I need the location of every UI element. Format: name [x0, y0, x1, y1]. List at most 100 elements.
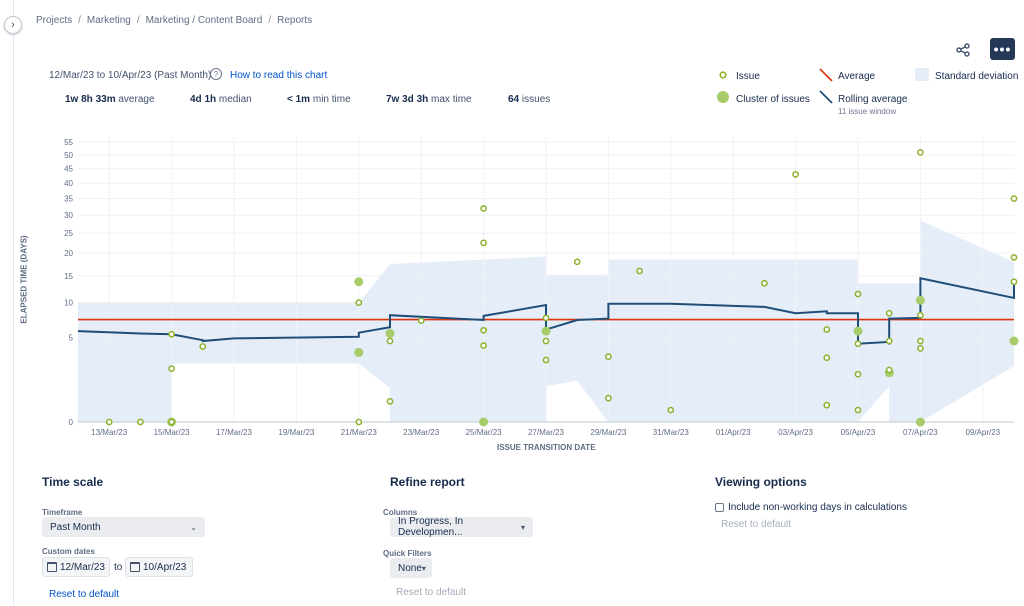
columns-label: Columns [383, 508, 418, 517]
non-working-days-label: Include non-working days in calculations [728, 502, 907, 513]
breadcrumb-projects[interactable]: Projects [36, 15, 73, 26]
issue-point [480, 326, 487, 334]
issue-point [917, 345, 924, 352]
viewing-reset-link: Reset to default [721, 519, 792, 530]
issue-point [917, 149, 924, 156]
stat-min: < 1m min time [287, 94, 351, 105]
how-to-read-link[interactable]: How to read this chart [230, 70, 328, 81]
help-icon[interactable]: ? [210, 68, 222, 80]
y-tick-label: 25 [64, 229, 73, 238]
issue-point [137, 418, 144, 426]
legend-swatches [717, 68, 929, 104]
legend-issue: Issue [736, 71, 760, 82]
quick-filters-label: Quick Filters [383, 549, 432, 558]
more-icon: ••• [993, 41, 1012, 57]
issue-point [480, 342, 487, 349]
issue-point [854, 290, 862, 298]
x-tick-label: 21/Mar/23 [341, 428, 378, 437]
issue-point [542, 356, 550, 364]
from-date-value: 12/Mar/23 [59, 561, 105, 573]
refine-report-title: Refine report [390, 475, 465, 489]
time-scale-title: Time scale [42, 475, 104, 489]
cluster-point [479, 417, 489, 427]
legend-rolling-icon [819, 90, 833, 104]
x-tick-label: 31/Mar/23 [653, 428, 690, 437]
time-scale-reset-link[interactable]: Reset to default [49, 589, 120, 600]
y-axis-title: ELAPSED TIME (DAYS) [19, 235, 29, 324]
x-tick-label: 29/Mar/23 [590, 428, 627, 437]
rolling-average-line [77, 277, 1015, 345]
y-tick-label: 40 [64, 179, 73, 188]
cluster-point [354, 347, 364, 357]
issue-point [542, 337, 550, 345]
y-tick-label: 10 [64, 299, 73, 308]
chevron-right-icon: › [11, 19, 15, 31]
refine-reset-link: Reset to default [396, 587, 467, 598]
more-actions-button[interactable]: ••• [990, 38, 1015, 60]
quick-filters-value: None [398, 562, 422, 574]
legend-rolling: Rolling average [838, 94, 908, 105]
to-date-value: 10/Apr/23 [143, 561, 187, 573]
expand-sidebar-button[interactable]: › [4, 16, 22, 34]
y-tick-label: 0 [69, 418, 74, 427]
x-tick-label: 13/Mar/23 [91, 428, 128, 437]
control-chart[interactable]: 0 5 10 15 20 25 30 35 40 45 50 55 13/Mar/23 15/Mar/23… [0, 0, 1024, 460]
stat-issues: 64 issues [508, 94, 551, 105]
cluster-point [354, 277, 364, 287]
issue-point [605, 353, 612, 360]
from-date-input[interactable]: 12/Mar/23 [42, 557, 110, 577]
legend-rolling-sub: 11 issue window [838, 107, 897, 116]
columns-select[interactable]: In Progress, In Developmen... ▾ [390, 516, 533, 538]
caret-down-icon: ▾ [520, 522, 525, 532]
issue-point [823, 401, 831, 409]
issue-point [605, 394, 612, 402]
viewing-options-title: Viewing options [715, 475, 807, 489]
issue-point [386, 397, 394, 405]
to-date-input[interactable]: 10/Apr/23 [125, 557, 193, 577]
timeframe-select[interactable]: Past Month ⌄ [42, 517, 205, 537]
y-tick-label: 55 [64, 138, 73, 147]
stat-median: 4d 1h median [190, 94, 252, 105]
issue-point [854, 340, 862, 348]
y-tick-label: 20 [64, 249, 73, 258]
custom-dates-label: Custom dates [42, 547, 95, 556]
y-tick-label: 30 [64, 211, 73, 220]
calendar-icon [130, 562, 140, 572]
issue-point [1010, 278, 1018, 286]
issue-point [417, 317, 425, 325]
x-tick-label: 07/Apr/23 [903, 428, 938, 437]
non-working-days-checkbox[interactable] [715, 503, 724, 512]
issue-point [480, 205, 487, 212]
cluster-point [1009, 336, 1019, 346]
chevron-down-icon: ⌄ [190, 522, 197, 532]
legend-average: Average [838, 71, 876, 82]
cluster-point [853, 326, 863, 336]
y-tick-label: 45 [64, 165, 73, 174]
calendar-icon [47, 562, 57, 572]
share-button[interactable] [950, 38, 976, 62]
issue-point [854, 370, 862, 378]
cluster-point [541, 326, 551, 336]
issue-point [1010, 195, 1018, 202]
x-tick-label: 17/Mar/23 [216, 428, 253, 437]
issue-point [480, 239, 487, 247]
caret-down-icon: ▾ [421, 563, 426, 573]
issue-point [823, 354, 831, 362]
x-tick-label: 23/Mar/23 [403, 428, 440, 437]
breadcrumb-board[interactable]: Marketing / Content Board [145, 15, 263, 26]
share-icon [956, 43, 970, 57]
breadcrumb-marketing[interactable]: Marketing [86, 15, 131, 26]
stat-max: 7w 3d 3h max time [386, 94, 472, 105]
x-axis-title: ISSUE TRANSITION DATE [497, 443, 596, 452]
x-tick-label: 25/Mar/23 [466, 428, 503, 437]
issue-point [792, 171, 799, 178]
breadcrumb-reports[interactable]: Reports [277, 15, 313, 26]
legend-stddev: Standard deviation [935, 71, 1019, 82]
issue-point [761, 279, 768, 287]
legend-cluster-icon [717, 91, 729, 103]
x-tick-label: 15/Mar/23 [154, 428, 191, 437]
issue-point [885, 309, 893, 317]
x-tick-label: 05/Apr/23 [841, 428, 876, 437]
quick-filters-select[interactable]: None ▾ [390, 558, 432, 578]
issue-point [1010, 254, 1018, 261]
